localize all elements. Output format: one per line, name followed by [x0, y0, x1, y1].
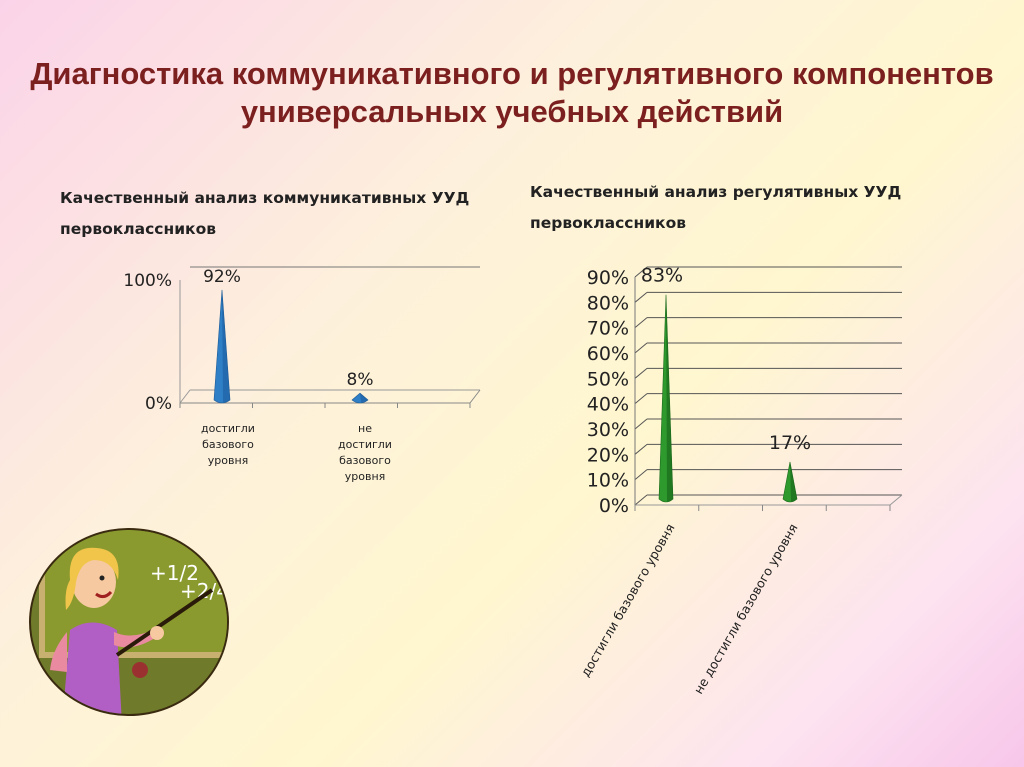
gridline	[634, 494, 648, 506]
chart2-title: Качественный анализ регулятивных УУД пер…	[530, 183, 902, 232]
category-label: базового	[202, 438, 254, 451]
gridline	[634, 266, 648, 278]
gridline	[634, 418, 648, 430]
gridline	[634, 291, 648, 303]
y-tick-label: 30%	[587, 419, 629, 441]
category-label: уровня	[208, 454, 249, 467]
gridline	[634, 443, 648, 455]
category-label: достигли	[201, 422, 255, 435]
gridline	[634, 469, 648, 481]
category-label: достигли	[338, 438, 392, 451]
gridline	[634, 342, 648, 354]
data-label: 17%	[769, 432, 811, 454]
y-tick-label: 0%	[599, 495, 629, 517]
bar-shade	[666, 294, 673, 502]
bar-shade	[222, 289, 230, 403]
y-tick-label: 40%	[587, 394, 629, 416]
y-tick-label: 10%	[587, 470, 629, 492]
bar-shade	[360, 393, 368, 403]
category-label: базового	[339, 454, 391, 467]
category-label: не достигли базового уровня	[691, 521, 801, 696]
axis-line	[179, 389, 191, 404]
y-tick-label: 100%	[123, 271, 172, 291]
data-label: 83%	[641, 265, 683, 287]
teacher-illustration: +1/2 +2/4	[29, 528, 229, 716]
category-label: уровня	[345, 470, 386, 483]
axis-line	[469, 389, 481, 404]
chart1-title: Качественный анализ коммуникативных УУД …	[60, 189, 470, 238]
data-label: 8%	[347, 370, 374, 390]
y-tick-label: 20%	[587, 444, 629, 466]
y-tick-label: 90%	[587, 267, 629, 289]
y-tick-label: 80%	[587, 292, 629, 314]
y-tick-label: 50%	[587, 368, 629, 390]
category-label: достигли базового уровня	[578, 521, 678, 679]
data-label: 92%	[203, 267, 241, 287]
gridline	[634, 367, 648, 379]
y-tick-label: 70%	[587, 318, 629, 340]
gridline	[634, 393, 648, 405]
y-tick-label: 60%	[587, 343, 629, 365]
category-label: не	[358, 422, 372, 435]
gridline	[634, 317, 648, 329]
board-text-1: +1/2	[150, 561, 199, 585]
page-title: Диагностика коммуникативного и регулятив…	[30, 56, 994, 129]
y-tick-label: 0%	[145, 394, 172, 414]
axis-line	[889, 494, 903, 506]
bar-shade	[790, 461, 797, 502]
